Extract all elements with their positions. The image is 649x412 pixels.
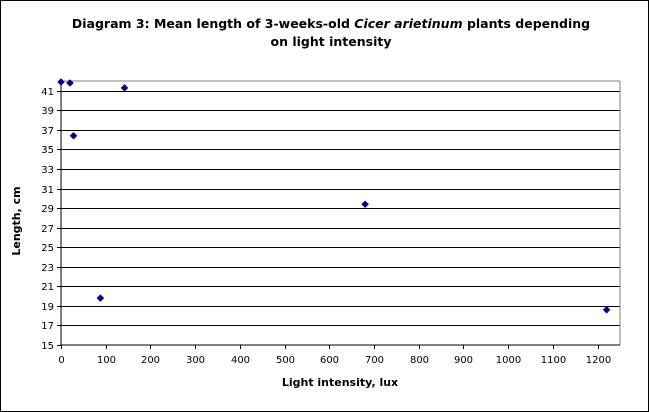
data-point-4	[120, 83, 129, 92]
x-axis-title: Light intensity, lux	[282, 376, 398, 389]
chart-title: Diagram 3: Mean length of 3-weeks-old Ci…	[61, 15, 601, 51]
x-tick-label-100: 100	[97, 355, 116, 366]
x-tick-label-500: 500	[276, 355, 295, 366]
x-tick-label-1100: 1100	[541, 355, 566, 366]
y-tick-label-35: 35	[41, 145, 54, 156]
y-tick-label-29: 29	[41, 204, 54, 215]
chart-title-species: Cicer arietinum	[354, 16, 463, 31]
data-point-2	[66, 79, 74, 87]
x-tick-label-1200: 1200	[586, 355, 611, 366]
y-tick-label-41: 41	[41, 87, 54, 98]
y-tick-label-15: 15	[41, 341, 54, 352]
x-tick-label-900: 900	[454, 355, 473, 366]
data-point-3	[69, 131, 78, 140]
y-axis-title: Length, cm	[10, 186, 23, 255]
chart-title-part2: plants depending on light intensity	[270, 16, 591, 49]
data-point-1	[57, 78, 65, 86]
grid-lines	[61, 91, 620, 326]
y-tick-label-25: 25	[41, 243, 54, 254]
data-point-7	[602, 305, 611, 314]
x-tick-label-800: 800	[410, 355, 429, 366]
x-tick-label-0: 0	[58, 355, 64, 366]
x-tick-label-200: 200	[141, 355, 160, 366]
y-tick-label-21: 21	[41, 282, 54, 293]
chart-title-part1: Diagram 3: Mean length of 3-weeks-old	[71, 16, 355, 31]
x-tick-label-300: 300	[186, 355, 205, 366]
y-axis-ticks: 15 17 19 21 23 25 27 29 31 33 35 37 39 41	[41, 87, 61, 352]
y-tick-label-23: 23	[41, 263, 54, 274]
x-tick-label-400: 400	[231, 355, 250, 366]
y-tick-label-17: 17	[41, 321, 54, 332]
plot-area	[61, 81, 620, 345]
x-tick-label-600: 600	[320, 355, 339, 366]
data-point-5	[96, 294, 105, 302]
x-axis-ticks: 0 100 200 300 400 500 600 700 800 900 1000 1100 1200	[58, 345, 611, 366]
data-point-6	[361, 200, 369, 209]
y-tick-label-39: 39	[41, 106, 54, 117]
y-tick-label-37: 37	[41, 126, 54, 137]
x-tick-label-700: 700	[365, 355, 384, 366]
y-tick-label-31: 31	[41, 185, 54, 196]
y-tick-label-27: 27	[41, 224, 54, 235]
y-tick-label-19: 19	[41, 302, 54, 313]
x-tick-label-1000: 1000	[496, 355, 521, 366]
data-points	[57, 78, 611, 314]
y-tick-label-33: 33	[41, 165, 54, 176]
